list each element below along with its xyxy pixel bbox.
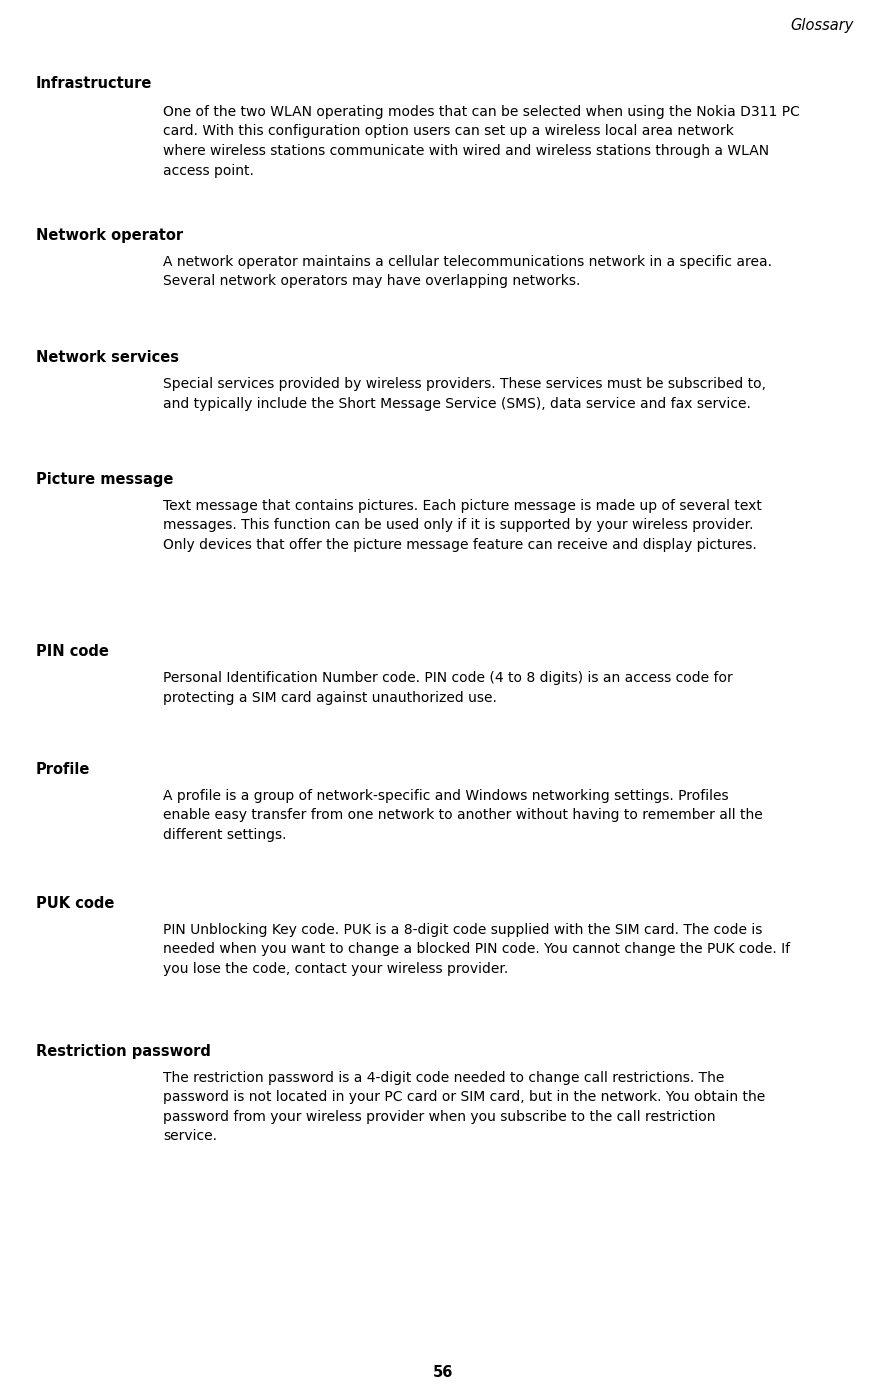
Text: One of the two WLAN operating modes that can be selected when using the Nokia D3: One of the two WLAN operating modes that… — [163, 105, 800, 119]
Text: password is not located in your PC card or SIM card, but in the network. You obt: password is not located in your PC card … — [163, 1090, 766, 1104]
Text: password from your wireless provider when you subscribe to the call restriction: password from your wireless provider whe… — [163, 1110, 716, 1124]
Text: card. With this configuration option users can set up a wireless local area netw: card. With this configuration option use… — [163, 124, 734, 138]
Text: A network operator maintains a cellular telecommunications network in a specific: A network operator maintains a cellular … — [163, 254, 772, 268]
Text: different settings.: different settings. — [163, 828, 286, 842]
Text: Picture message: Picture message — [36, 473, 174, 487]
Text: Glossary: Glossary — [790, 18, 854, 34]
Text: Restriction password: Restriction password — [36, 1044, 211, 1060]
Text: protecting a SIM card against unauthorized use.: protecting a SIM card against unauthoriz… — [163, 691, 497, 705]
Text: Network services: Network services — [36, 350, 179, 365]
Text: Infrastructure: Infrastructure — [36, 75, 152, 91]
Text: Several network operators may have overlapping networks.: Several network operators may have overl… — [163, 274, 580, 288]
Text: enable easy transfer from one network to another without having to remember all : enable easy transfer from one network to… — [163, 808, 763, 822]
Text: Only devices that offer the picture message feature can receive and display pict: Only devices that offer the picture mess… — [163, 538, 757, 552]
Text: PIN code: PIN code — [36, 644, 109, 658]
Text: 56: 56 — [433, 1364, 453, 1380]
Text: and typically include the Short Message Service (SMS), data service and fax serv: and typically include the Short Message … — [163, 397, 750, 411]
Text: Text message that contains pictures. Each picture message is made up of several : Text message that contains pictures. Eac… — [163, 499, 762, 513]
Text: PIN Unblocking Key code. PUK is a 8-digit code supplied with the SIM card. The c: PIN Unblocking Key code. PUK is a 8-digi… — [163, 923, 762, 937]
Text: where wireless stations communicate with wired and wireless stations through a W: where wireless stations communicate with… — [163, 144, 769, 158]
Text: A profile is a group of network-specific and Windows networking settings. Profil: A profile is a group of network-specific… — [163, 788, 728, 802]
Text: The restriction password is a 4-digit code needed to change call restrictions. T: The restriction password is a 4-digit co… — [163, 1071, 725, 1085]
Text: service.: service. — [163, 1130, 217, 1144]
Text: you lose the code, contact your wireless provider.: you lose the code, contact your wireless… — [163, 962, 509, 976]
Text: messages. This function can be used only if it is supported by your wireless pro: messages. This function can be used only… — [163, 519, 753, 533]
Text: Profile: Profile — [36, 762, 90, 777]
Text: Network operator: Network operator — [36, 228, 183, 243]
Text: access point.: access point. — [163, 164, 254, 178]
Text: Personal Identification Number code. PIN code (4 to 8 digits) is an access code : Personal Identification Number code. PIN… — [163, 671, 733, 685]
Text: PUK code: PUK code — [36, 896, 114, 911]
Text: Special services provided by wireless providers. These services must be subscrib: Special services provided by wireless pr… — [163, 377, 766, 391]
Text: needed when you want to change a blocked PIN code. You cannot change the PUK cod: needed when you want to change a blocked… — [163, 942, 790, 956]
